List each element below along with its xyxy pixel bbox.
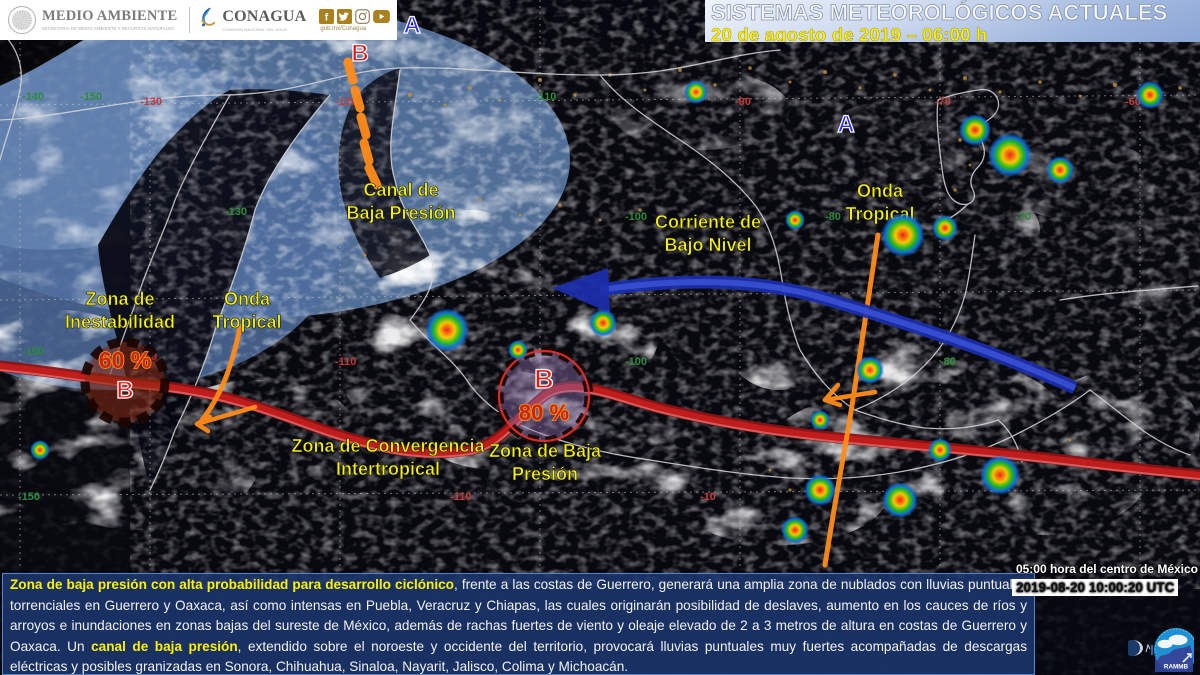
svg-text:Corriente de: Corriente de [655,212,761,232]
svg-text:-110: -110 [535,91,556,103]
svg-text:A: A [403,12,420,39]
svg-text:Onda: Onda [857,181,904,201]
svg-text:60 %: 60 % [99,347,151,373]
svg-text:-130: -130 [140,96,162,108]
svg-text:-90: -90 [735,96,751,108]
svg-text:-110: -110 [335,356,356,368]
svg-text:Onda: Onda [224,289,271,309]
svg-text:-150: -150 [22,346,44,358]
svg-text:Inestabilidad: Inestabilidad [65,312,175,332]
svg-text:Canal de: Canal de [363,180,438,200]
svg-text:Zona de Convergencia: Zona de Convergencia [291,436,485,456]
svg-text:B: B [351,40,368,67]
svg-text:A: A [837,111,854,138]
svg-text:-110: -110 [450,491,471,503]
svg-text:-80: -80 [940,356,956,368]
svg-text:Tropical: Tropical [212,312,281,332]
svg-text:B: B [534,364,554,394]
svg-text:-70: -70 [1015,211,1031,223]
svg-text:Baja Presión: Baja Presión [346,203,455,223]
svg-text:Intertropical: Intertropical [336,459,440,479]
svg-text:B: B [116,377,133,404]
svg-text:Zona de Baja: Zona de Baja [489,441,602,461]
svg-text:Presión: Presión [512,464,578,484]
svg-text:-100: -100 [625,356,647,368]
svg-text:-10: -10 [700,491,716,503]
svg-text:-150: -150 [80,91,102,103]
svg-text:-140: -140 [22,91,44,103]
svg-text:-150: -150 [18,491,40,503]
svg-text:-70: -70 [935,96,951,108]
svg-text:Zona de: Zona de [85,289,154,309]
svg-text:-130: -130 [225,206,247,218]
svg-text:-80: -80 [825,211,841,223]
svg-text:Bajo Nivel: Bajo Nivel [664,235,751,255]
svg-text:80 %: 80 % [519,400,569,425]
svg-text:f: f [325,12,329,23]
svg-text:RAMMB: RAMMB [1164,664,1189,671]
svg-text:-100: -100 [625,211,647,223]
